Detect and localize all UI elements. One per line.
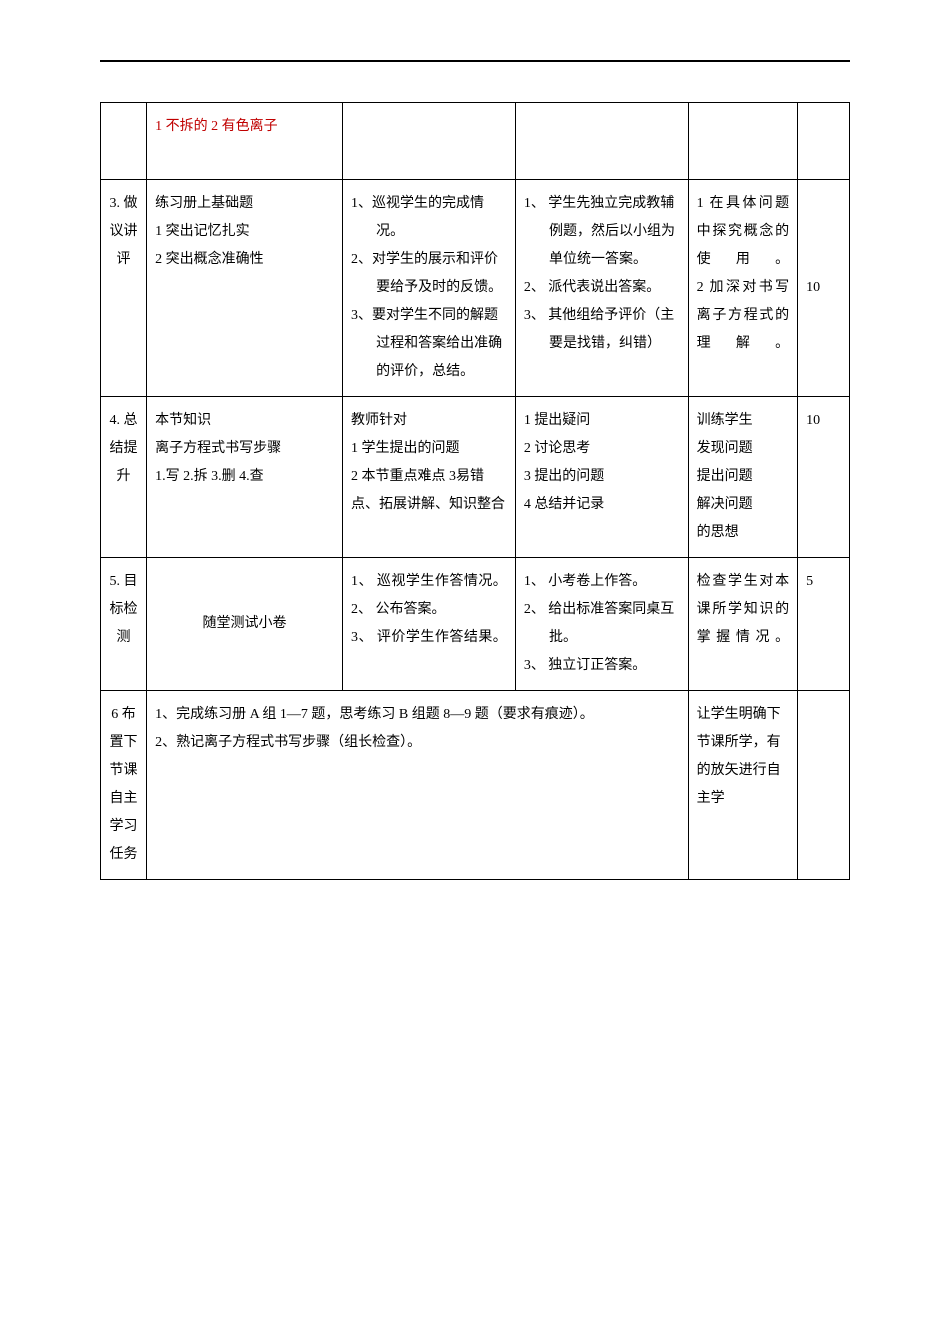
table-row: 3. 做议讲评 练习册上基础题 1 突出记忆扎实 2 突出概念准确性 1、巡视学… <box>101 180 850 397</box>
cell-merged-content: 1、完成练习册 A 组 1—7 题，思考练习 B 组题 8—9 题（要求有痕迹）… <box>147 691 689 880</box>
cell-time <box>798 103 850 180</box>
cell-time: 10 <box>798 180 850 397</box>
lesson-plan-table: 1 不拆的 2 有色离子 3. 做议讲评 练习册上基础题 1 突出记忆扎实 2 … <box>100 102 850 880</box>
cell-intent <box>688 103 797 180</box>
table-row: 6 布置下节课自主学习任务 1、完成练习册 A 组 1—7 题，思考练习 B 组… <box>101 691 850 880</box>
cell-intent: 训练学生 发现问题 提出问题 解决问题 的思想 <box>688 397 797 558</box>
cell-teacher: 1、巡视学生的完成情况。 2、对学生的展示和评价要给予及时的反馈。 3、要对学生… <box>342 180 515 397</box>
top-rule <box>100 60 850 62</box>
cell-teacher <box>342 103 515 180</box>
cell-intent: 检查学生对本课所学知识的掌握情况。 <box>688 558 797 691</box>
cell-stage: 5. 目标检测 <box>101 558 147 691</box>
cell-stage: 3. 做议讲评 <box>101 180 147 397</box>
cell-time <box>798 691 850 880</box>
cell-student: 1、 小考卷上作答。 2、 给出标准答案同桌互批。 3、 独立订正答案。 <box>515 558 688 691</box>
cell-stage: 4. 总结提升 <box>101 397 147 558</box>
cell-intent: 1 在具体问题中探究概念的使用。 2 加深对书写离子方程式的理解。 <box>688 180 797 397</box>
cell-content: 随堂测试小卷 <box>147 558 343 691</box>
cell-student: 1、 学生先独立完成教辅例题，然后以小组为单位统一答案。 2、 派代表说出答案。… <box>515 180 688 397</box>
table-row: 1 不拆的 2 有色离子 <box>101 103 850 180</box>
cell-student: 1 提出疑问 2 讨论思考 3 提出的问题 4 总结并记录 <box>515 397 688 558</box>
table-row: 4. 总结提升 本节知识 离子方程式书写步骤 1.写 2.拆 3.删 4.查 教… <box>101 397 850 558</box>
table-row: 5. 目标检测 随堂测试小卷 1、 巡视学生作答情况。 2、 公布答案。 3、 … <box>101 558 850 691</box>
cell-stage <box>101 103 147 180</box>
cell-teacher: 1、 巡视学生作答情况。 2、 公布答案。 3、 评价学生作答结果。 <box>342 558 515 691</box>
cell-intent: 让学生明确下节课所学，有的放矢进行自主学 <box>688 691 797 880</box>
cell-time: 10 <box>798 397 850 558</box>
cell-content: 练习册上基础题 1 突出记忆扎实 2 突出概念准确性 <box>147 180 343 397</box>
cell-content: 本节知识 离子方程式书写步骤 1.写 2.拆 3.删 4.查 <box>147 397 343 558</box>
cell-teacher: 教师针对 1 学生提出的问题 2 本节重点难点 3易错点、拓展讲解、知识整合 <box>342 397 515 558</box>
cell-time: 5 <box>798 558 850 691</box>
cell-content: 1 不拆的 2 有色离子 <box>147 103 343 180</box>
cell-student <box>515 103 688 180</box>
cell-stage: 6 布置下节课自主学习任务 <box>101 691 147 880</box>
red-text: 1 不拆的 2 有色离子 <box>155 119 278 134</box>
